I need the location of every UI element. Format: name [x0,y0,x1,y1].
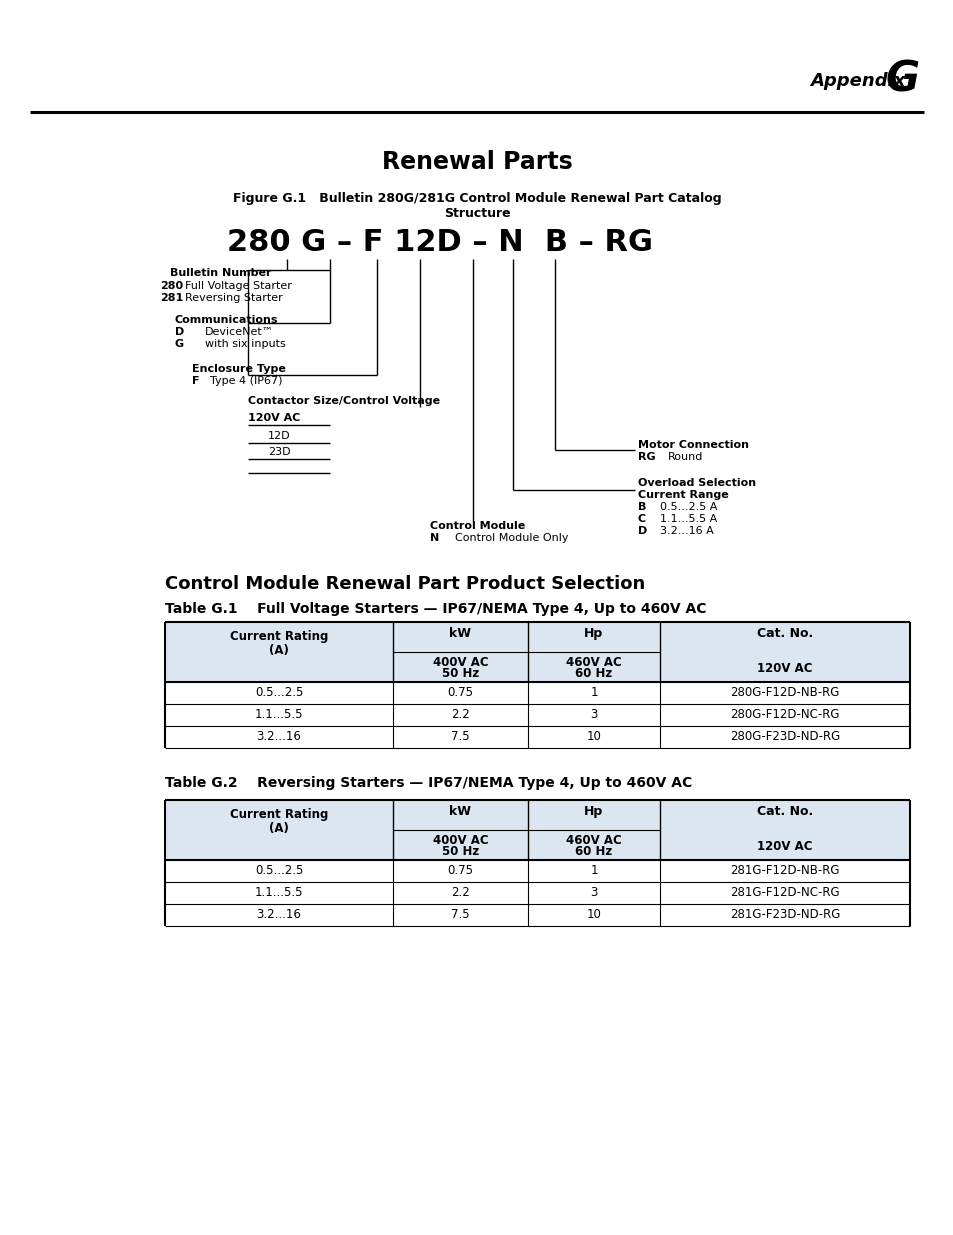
Text: with six inputs: with six inputs [205,338,286,350]
Text: 3.2...16: 3.2...16 [256,908,301,921]
Text: 281G-F12D-NB-RG: 281G-F12D-NB-RG [729,864,839,877]
Text: 7.5: 7.5 [451,908,469,921]
Text: 0.5...2.5 A: 0.5...2.5 A [659,501,717,513]
Bar [659,622,909,682]
Text: Structure: Structure [443,207,510,220]
Text: Appendix: Appendix [809,72,904,90]
Text: D: D [638,526,646,536]
Text: kW: kW [449,627,471,640]
Text: (A): (A) [269,643,289,657]
Text: Table G.2    Reversing Starters — IP67/NEMA Type 4, Up to 460V AC: Table G.2 Reversing Starters — IP67/NEMA… [165,776,692,790]
Text: 1: 1 [590,864,598,877]
Text: Table G.1    Full Voltage Starters — IP67/NEMA Type 4, Up to 460V AC: Table G.1 Full Voltage Starters — IP67/N… [165,601,706,616]
Bar [165,622,393,682]
Bar [165,800,393,860]
Text: DeviceNet™: DeviceNet™ [205,327,274,337]
Text: 0.75: 0.75 [447,685,473,699]
Text: Full Voltage Starter: Full Voltage Starter [185,282,292,291]
Text: Hp: Hp [584,805,603,818]
Text: RG: RG [638,452,655,462]
Text: Bulletin Number: Bulletin Number [170,268,272,278]
Bar [393,622,527,652]
Text: 60 Hz: 60 Hz [575,667,612,680]
Text: Current Range: Current Range [638,490,728,500]
Text: 280: 280 [160,282,183,291]
Text: 1.1...5.5: 1.1...5.5 [254,885,303,899]
Text: B: B [638,501,646,513]
Bar [527,830,659,860]
Text: 0.75: 0.75 [447,864,473,877]
Bar [393,800,527,830]
Text: 7.5: 7.5 [451,730,469,743]
Text: Round: Round [667,452,702,462]
Text: 60 Hz: 60 Hz [575,845,612,858]
Text: 50 Hz: 50 Hz [441,845,478,858]
Text: 120V AC: 120V AC [757,662,812,676]
Text: G: G [885,58,919,100]
Text: Hp: Hp [584,627,603,640]
Text: Motor Connection: Motor Connection [638,440,748,450]
Text: 400V AC: 400V AC [433,656,488,669]
Text: Enclosure Type: Enclosure Type [192,364,286,374]
Text: (A): (A) [269,823,289,835]
Text: Cat. No.: Cat. No. [756,805,812,818]
Text: 3.2...16: 3.2...16 [256,730,301,743]
Text: 3: 3 [590,885,598,899]
Bar [527,800,659,830]
Bar [527,652,659,682]
Text: C: C [638,514,645,524]
Text: 280G-F12D-NB-RG: 280G-F12D-NB-RG [730,685,839,699]
Text: 3.2...16 A: 3.2...16 A [659,526,713,536]
Text: 1: 1 [590,685,598,699]
Text: Renewal Parts: Renewal Parts [381,149,572,174]
Text: Control Module: Control Module [430,521,525,531]
Text: 280G-F12D-NC-RG: 280G-F12D-NC-RG [729,708,839,721]
Text: Contactor Size/Control Voltage: Contactor Size/Control Voltage [248,396,439,406]
Text: 0.5...2.5: 0.5...2.5 [254,864,303,877]
Text: 280G-F23D-ND-RG: 280G-F23D-ND-RG [729,730,840,743]
Text: 460V AC: 460V AC [565,834,621,847]
Text: Reversing Starter: Reversing Starter [185,293,282,303]
Text: 10: 10 [586,730,600,743]
Text: 2.2: 2.2 [451,708,470,721]
Text: 281G-F12D-NC-RG: 281G-F12D-NC-RG [729,885,839,899]
Text: 3: 3 [590,708,598,721]
Text: N: N [430,534,438,543]
Text: Control Module Only: Control Module Only [455,534,568,543]
Text: Type 4 (IP67): Type 4 (IP67) [210,375,282,387]
Text: 281: 281 [160,293,183,303]
Text: 281G-F23D-ND-RG: 281G-F23D-ND-RG [729,908,840,921]
Bar [393,830,527,860]
Text: G: G [174,338,184,350]
Text: 400V AC: 400V AC [433,834,488,847]
Text: 120V AC: 120V AC [757,840,812,853]
Bar [527,622,659,652]
Text: Control Module Renewal Part Product Selection: Control Module Renewal Part Product Sele… [165,576,644,593]
Text: D: D [174,327,184,337]
Bar [393,652,527,682]
Bar [659,800,909,860]
Text: Cat. No.: Cat. No. [756,627,812,640]
Text: 12D: 12D [268,431,291,441]
Text: 50 Hz: 50 Hz [441,667,478,680]
Text: 0.5...2.5: 0.5...2.5 [254,685,303,699]
Text: 280 G – F 12D – N  B – RG: 280 G – F 12D – N B – RG [227,228,652,257]
Text: Figure G.1   Bulletin 280G/281G Control Module Renewal Part Catalog: Figure G.1 Bulletin 280G/281G Control Mo… [233,191,720,205]
Text: 1.1...5.5: 1.1...5.5 [254,708,303,721]
Text: Current Rating: Current Rating [230,630,328,643]
Text: 1.1...5.5 A: 1.1...5.5 A [659,514,717,524]
Text: 2.2: 2.2 [451,885,470,899]
Text: kW: kW [449,805,471,818]
Text: Communications: Communications [174,315,278,325]
Text: Current Rating: Current Rating [230,808,328,821]
Text: 120V AC: 120V AC [248,412,300,424]
Text: Overload Selection: Overload Selection [638,478,756,488]
Text: 23D: 23D [268,447,291,457]
Text: 460V AC: 460V AC [565,656,621,669]
Text: 10: 10 [586,908,600,921]
Text: F: F [192,375,199,387]
